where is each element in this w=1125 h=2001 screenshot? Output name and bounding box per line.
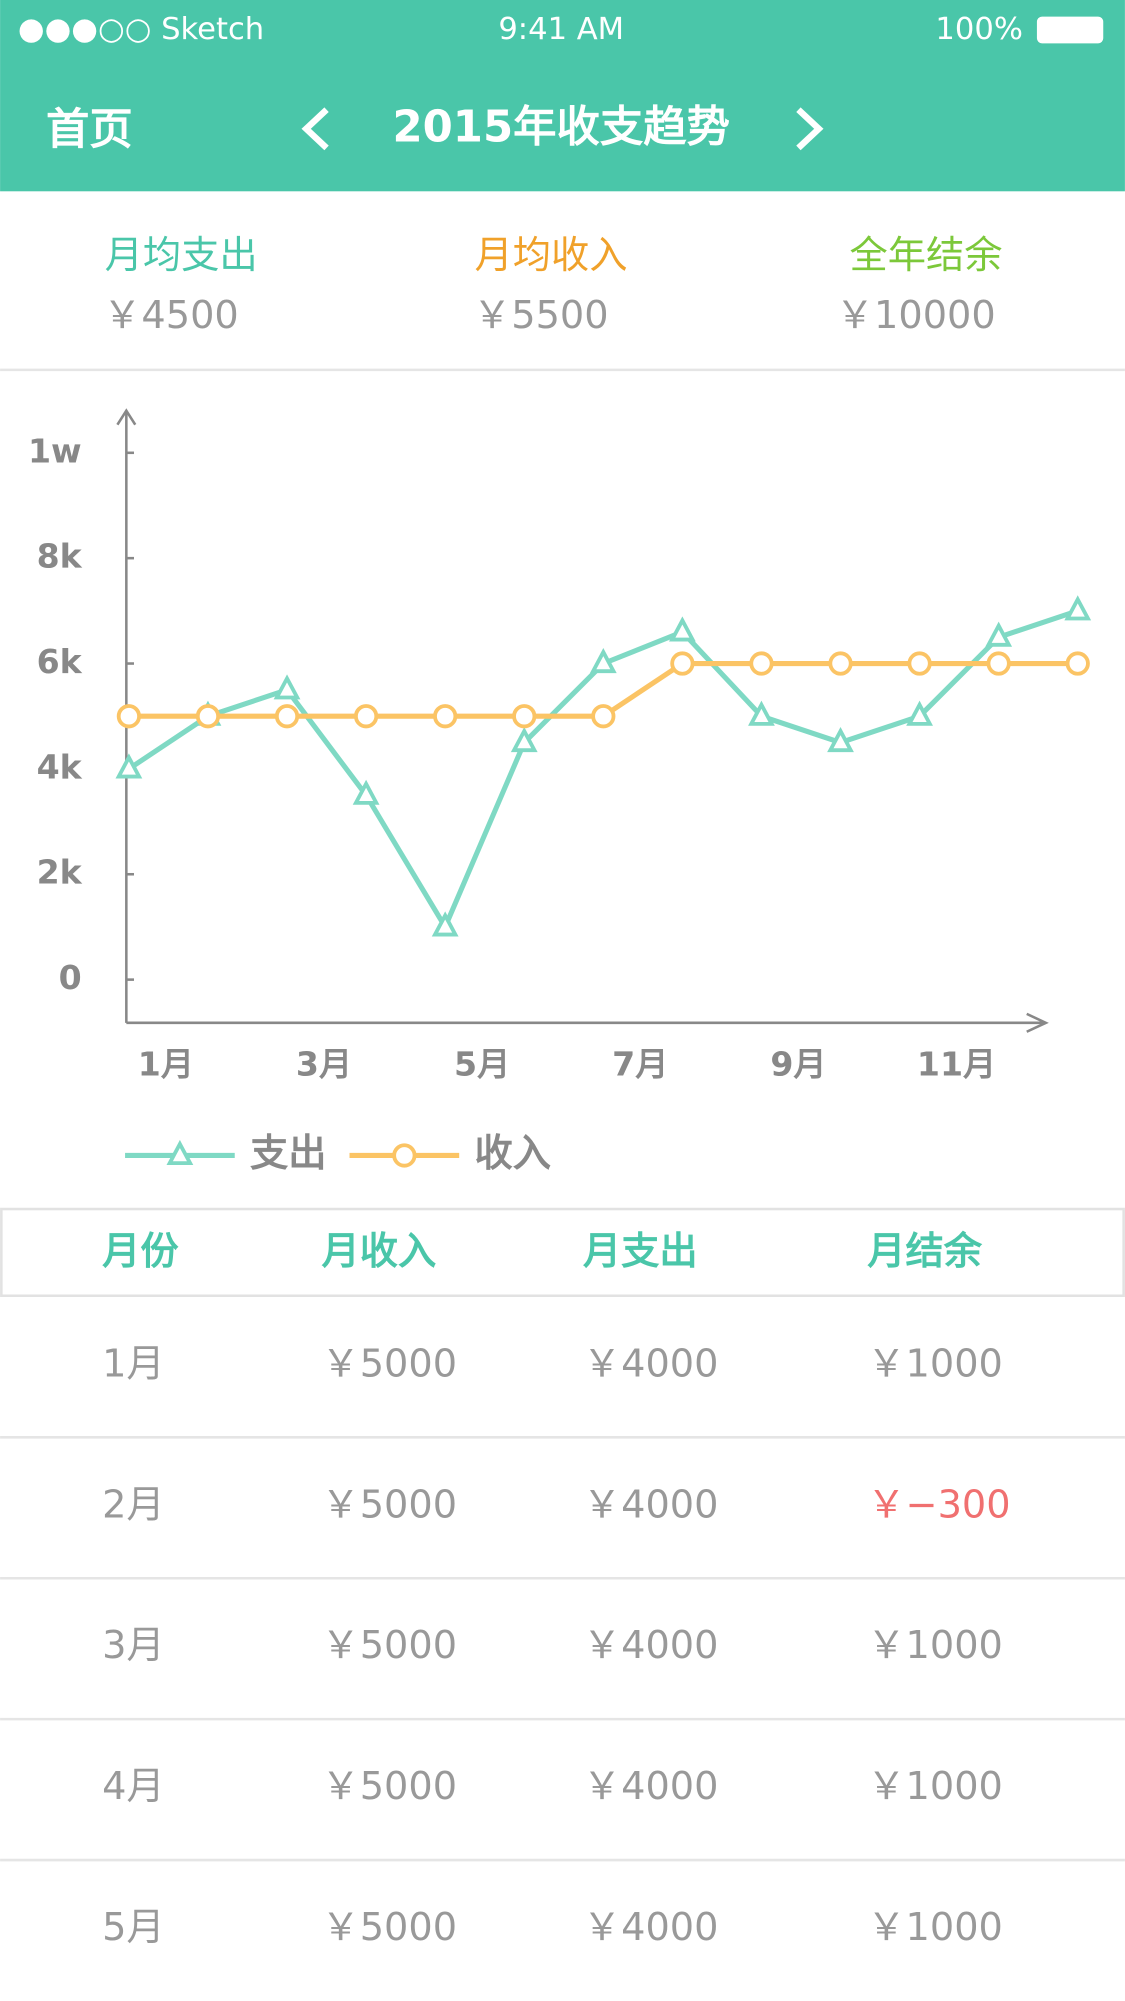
header-bg bbox=[0, 0, 1125, 192]
table-cell: 5月 bbox=[102, 1905, 165, 1950]
marker bbox=[512, 704, 537, 729]
marker bbox=[1065, 651, 1090, 676]
table-cell: ￥5000 bbox=[321, 1482, 457, 1527]
table-cell: ￥5000 bbox=[321, 1905, 457, 1950]
x-tick-label: 3月 bbox=[296, 1045, 352, 1084]
back-button[interactable]: 首页 bbox=[46, 105, 133, 155]
marker bbox=[353, 704, 379, 729]
marker bbox=[749, 651, 774, 676]
battery-text: 100% bbox=[935, 12, 1022, 47]
table-cell: ￥5000 bbox=[321, 1764, 457, 1809]
marker bbox=[668, 616, 696, 642]
table-cell: ￥4000 bbox=[583, 1623, 719, 1668]
marker bbox=[985, 621, 1013, 647]
table-header: 月结余 bbox=[867, 1229, 982, 1274]
legend-label: 收入 bbox=[475, 1131, 551, 1176]
table-cell: ￥5000 bbox=[321, 1623, 457, 1668]
table-header: 月份 bbox=[102, 1229, 179, 1274]
marker bbox=[433, 704, 458, 729]
marker bbox=[273, 674, 301, 700]
marker bbox=[392, 1143, 417, 1168]
y-axis-arrow bbox=[116, 408, 137, 426]
marker bbox=[510, 727, 538, 753]
battery-icon bbox=[1036, 16, 1104, 44]
next-arrow[interactable] bbox=[796, 107, 824, 151]
nav-title: 2015年收支趋势 bbox=[392, 103, 729, 153]
summary-value: ￥10000 bbox=[836, 293, 996, 338]
table-cell: ￥1000 bbox=[867, 1764, 1003, 1809]
x-tick-label: 1月 bbox=[138, 1045, 194, 1084]
summary-label: 全年结余 bbox=[849, 233, 1002, 278]
y-tick-label: 6k bbox=[37, 642, 83, 681]
marker bbox=[274, 704, 300, 729]
time: 9:41 AM bbox=[498, 12, 624, 47]
y-tick-label: 4k bbox=[37, 747, 83, 786]
summary-value: ￥4500 bbox=[103, 293, 239, 338]
table-cell: ￥4000 bbox=[583, 1482, 719, 1527]
marker bbox=[115, 753, 143, 779]
x-tick-label: 11月 bbox=[917, 1045, 996, 1084]
summary-value: ￥5500 bbox=[473, 293, 609, 338]
marker bbox=[906, 700, 933, 726]
marker bbox=[748, 700, 775, 726]
table-cell: ￥5000 bbox=[321, 1341, 457, 1386]
summary-label: 月均支出 bbox=[105, 233, 258, 278]
marker bbox=[591, 704, 616, 729]
table-cell: ￥1000 bbox=[867, 1341, 1003, 1386]
x-axis-arrow bbox=[1026, 1012, 1049, 1033]
table-cell: 3月 bbox=[102, 1623, 165, 1668]
marker bbox=[195, 704, 221, 729]
y-tick-label: 8k bbox=[37, 537, 83, 576]
marker bbox=[589, 647, 617, 674]
prev-arrow[interactable] bbox=[301, 107, 329, 151]
table-header: 月支出 bbox=[583, 1229, 698, 1274]
table-header: 月收入 bbox=[321, 1229, 436, 1274]
marker bbox=[431, 911, 459, 937]
marker bbox=[166, 1139, 194, 1166]
summary-label: 月均收入 bbox=[475, 233, 628, 278]
table-cell: ￥1000 bbox=[867, 1623, 1003, 1668]
table-header-box bbox=[0, 1207, 1125, 1298]
marker bbox=[352, 779, 380, 805]
table-cell: ￥−300 bbox=[867, 1482, 1010, 1527]
table-cell: ￥4000 bbox=[583, 1905, 719, 1950]
marker bbox=[986, 651, 1011, 676]
table-cell: 4月 bbox=[102, 1764, 165, 1809]
table-cell: 1月 bbox=[102, 1341, 165, 1386]
x-tick-label: 9月 bbox=[770, 1045, 826, 1084]
y-tick-label: 2k bbox=[37, 853, 83, 892]
x-tick-label: 7月 bbox=[612, 1045, 668, 1084]
marker bbox=[670, 651, 695, 676]
y-tick-label: 1w bbox=[28, 431, 82, 470]
marker bbox=[116, 704, 142, 729]
y-tick-label: 0 bbox=[59, 958, 82, 997]
marker bbox=[1064, 595, 1092, 621]
table-cell: ￥4000 bbox=[583, 1764, 719, 1809]
marker bbox=[907, 651, 932, 676]
carrier: ●●●○○ Sketch bbox=[18, 12, 264, 47]
marker bbox=[828, 651, 853, 676]
legend-label: 支出 bbox=[250, 1131, 327, 1176]
marker bbox=[827, 727, 854, 753]
x-tick-label: 5月 bbox=[454, 1045, 510, 1084]
table-cell: ￥4000 bbox=[583, 1341, 719, 1386]
table-cell: ￥1000 bbox=[867, 1905, 1003, 1950]
table-cell: 2月 bbox=[102, 1482, 165, 1527]
